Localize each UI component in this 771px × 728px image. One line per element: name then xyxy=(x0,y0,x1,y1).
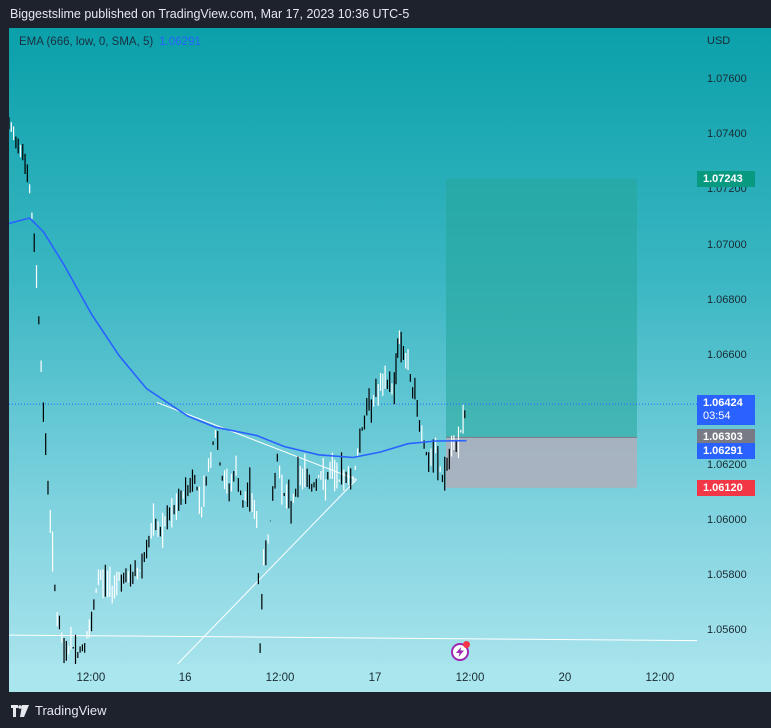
stop-price-badge: 1.06120 xyxy=(697,479,755,496)
time-tick-label: 17 xyxy=(368,672,382,684)
indicator-legend[interactable]: EMA (666, low, 0, SMA, 5) 1.06291 xyxy=(19,36,201,48)
brand-name: TradingView xyxy=(35,703,107,718)
currency-label: USD xyxy=(707,35,731,47)
publish-info: Biggestslime published on TradingView.co… xyxy=(10,7,410,21)
top-bar: Biggestslime published on TradingView.co… xyxy=(0,0,771,28)
target-price-value: 1.07243 xyxy=(703,172,743,185)
stop-price-value: 1.06120 xyxy=(703,481,743,494)
time-tick-label: 12:00 xyxy=(645,672,675,684)
entry-price-badge: 1.06303 xyxy=(697,429,755,446)
ema-price-badge: 1.06291 xyxy=(697,442,755,459)
price-axis[interactable]: USD 1.07600 1.07400 1.07200 1.07000 1.06800 1… xyxy=(697,28,771,664)
last-price-value: 1.06424 xyxy=(703,397,743,410)
chart-pane[interactable]: EMA (666, low, 0, SMA, 5) 1.06291 xyxy=(9,28,697,664)
profit-zone xyxy=(446,178,637,438)
footer-bar: TradingView xyxy=(0,692,771,728)
price-tick-label: 1.06000 xyxy=(707,513,747,526)
target-price-badge: 1.07243 xyxy=(697,170,755,187)
price-tick-label: 1.06600 xyxy=(707,348,747,361)
entry-price-value: 1.06303 xyxy=(703,431,743,444)
price-tick-label: 1.07000 xyxy=(707,238,747,251)
notification-dot xyxy=(463,641,470,648)
time-tick-label: 12:00 xyxy=(76,672,106,684)
tradingview-logo-icon xyxy=(11,704,29,717)
trendline-1 xyxy=(177,479,357,664)
time-tick-label: 12:00 xyxy=(455,672,485,684)
tradingview-logo[interactable]: TradingView xyxy=(11,703,107,718)
price-tick-label: 1.06800 xyxy=(707,293,747,306)
last-price-badge: 1.06424 03:54 xyxy=(697,395,755,426)
ema-line xyxy=(9,217,467,459)
time-axis[interactable]: 12:00 16 12:00 17 12:00 20 12:00 xyxy=(9,664,771,692)
price-chart[interactable] xyxy=(9,28,697,664)
trendline-2 xyxy=(9,634,697,642)
time-tick-label: 16 xyxy=(178,672,192,684)
trendline-0 xyxy=(156,401,357,480)
price-tick-label: 1.07600 xyxy=(707,73,747,86)
indicator-value: 1.06291 xyxy=(159,36,201,48)
bar-countdown: 03:54 xyxy=(703,410,731,423)
time-tick-label: 12:00 xyxy=(265,672,295,684)
ema-price-value: 1.06291 xyxy=(703,444,743,457)
lightning-icon xyxy=(456,647,464,657)
time-tick-label: 20 xyxy=(558,672,572,684)
loss-zone xyxy=(446,437,637,488)
price-tick-label: 1.05600 xyxy=(707,623,747,636)
price-tick-label: 1.05800 xyxy=(707,568,747,581)
price-tick-label: 1.07400 xyxy=(707,128,747,141)
indicator-label: EMA (666, low, 0, SMA, 5) xyxy=(19,36,154,48)
price-tick-label: 1.06200 xyxy=(707,458,747,471)
